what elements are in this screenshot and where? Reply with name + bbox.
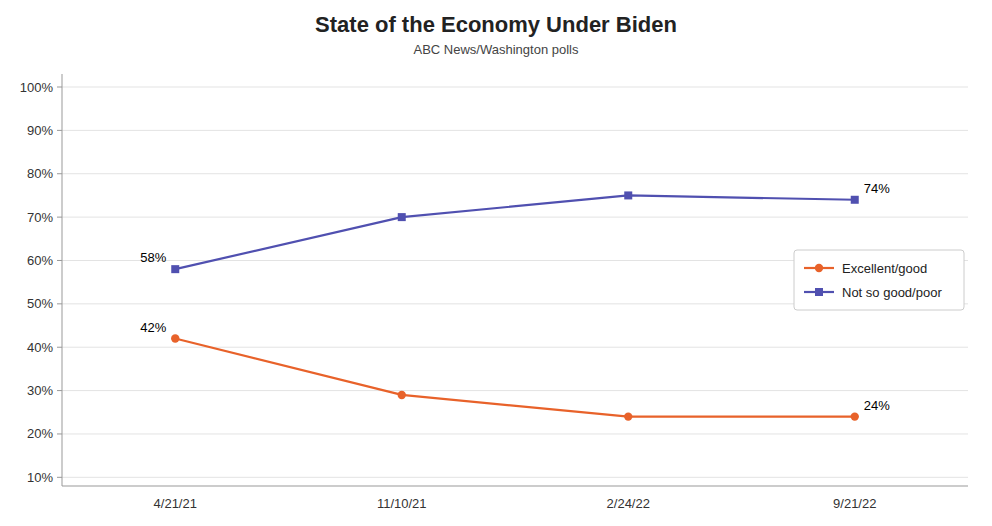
point (624, 191, 632, 199)
series-line (175, 339, 855, 417)
title: State of the Economy Under Biden (315, 12, 677, 37)
y-tick (57, 217, 62, 218)
y-tick (57, 390, 62, 391)
y-tick-label: 80% (27, 166, 53, 181)
chart: State of the Economy Under Biden ABC News… (0, 0, 992, 526)
y-axis: 10% 20% 30% 40% 50% 60% 70% 80% 90% 100% (20, 74, 968, 486)
series-line (175, 195, 855, 269)
legend-box (794, 250, 964, 310)
y-tick (57, 173, 62, 174)
point (624, 412, 632, 420)
grid-line (62, 173, 968, 174)
legend-marker (815, 288, 823, 296)
page: {"chart_data": {"type": "line", "title":… (0, 0, 992, 526)
x-tick-label: 2/24/22 (607, 496, 650, 511)
point (398, 391, 406, 399)
y-tick (57, 260, 62, 261)
x-axis: 4/21/21 11/10/21 2/24/22 9/21/22 (154, 496, 877, 511)
legend: Excellent/good Not so good/poor (794, 250, 964, 310)
annotations: 42% 24% 58% 74% (140, 181, 890, 413)
plot-area (171, 191, 859, 420)
series (171, 191, 859, 273)
grid-line (62, 477, 968, 478)
legend-marker (815, 264, 823, 272)
y-tick (57, 433, 62, 434)
y-tick-label: 50% (27, 296, 53, 311)
x-axis-line (62, 486, 968, 487)
subtitle: ABC News/Washington polls (414, 42, 579, 57)
y-tick-label: 10% (27, 470, 53, 485)
x-tick-label: 9/21/22 (833, 496, 876, 511)
y-tick-label: 100% (20, 80, 54, 95)
grid-line (62, 433, 968, 434)
annotation: 74% (864, 181, 890, 196)
legend-label: Not so good/poor (842, 285, 942, 300)
x-tick-label: 11/10/21 (377, 496, 427, 511)
y-tick-label: 90% (27, 123, 53, 138)
point (851, 412, 859, 420)
y-tick-label: 70% (27, 210, 53, 225)
series (171, 334, 859, 420)
y-axis-line (62, 74, 63, 486)
grid-line (62, 217, 968, 218)
point (171, 265, 179, 273)
y-tick (57, 303, 62, 304)
y-tick (57, 347, 62, 348)
y-tick (57, 87, 62, 88)
grid-line (62, 130, 968, 131)
y-tick (57, 477, 62, 478)
y-tick-label: 30% (27, 383, 53, 398)
background (0, 0, 992, 526)
point (398, 213, 406, 221)
annotation: 42% (140, 320, 166, 335)
point (851, 196, 859, 204)
x-tick-label: 4/21/21 (154, 496, 197, 511)
annotation: 24% (864, 398, 890, 413)
y-tick (57, 130, 62, 131)
grid-line (62, 87, 968, 88)
grid-line (62, 390, 968, 391)
grid-line (62, 347, 968, 348)
point (171, 334, 179, 342)
y-tick-label: 40% (27, 340, 53, 355)
annotation: 58% (140, 250, 166, 265)
legend-label: Excellent/good (842, 261, 927, 276)
y-tick-label: 20% (27, 426, 53, 441)
y-tick-label: 60% (27, 253, 53, 268)
